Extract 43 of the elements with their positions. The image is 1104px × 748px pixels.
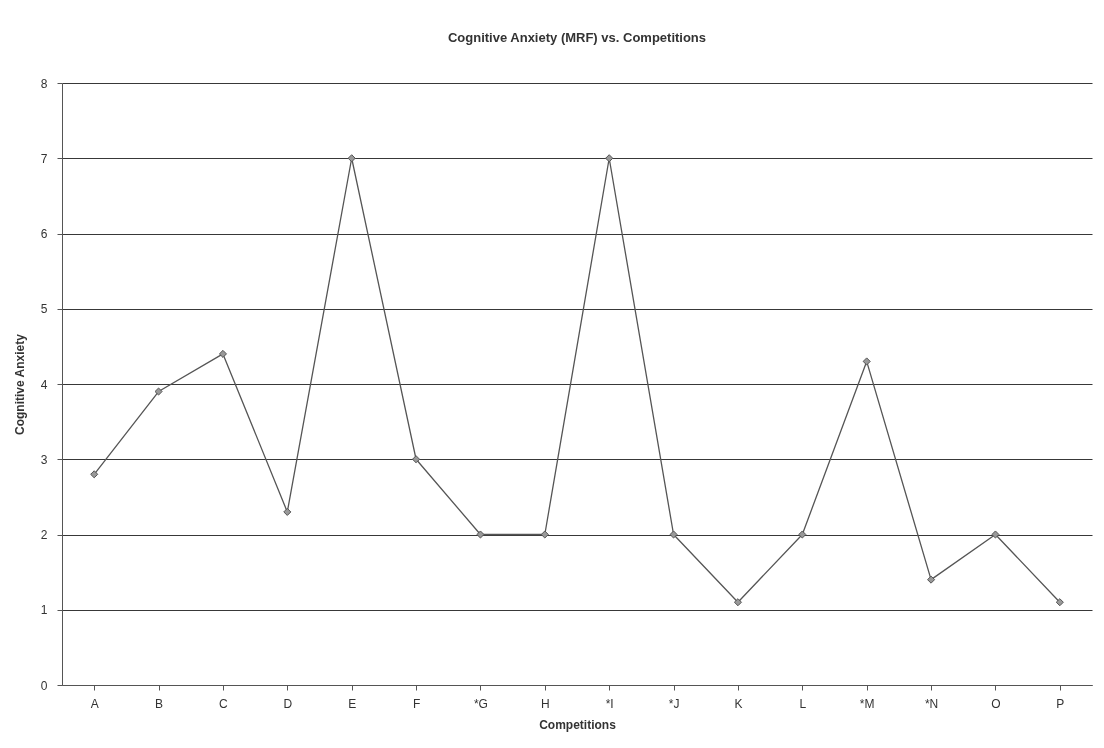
x-tick-label: *J [668, 696, 680, 711]
x-tick-label: O [991, 696, 1001, 711]
x-tick-label: *N [924, 696, 939, 711]
y-tick-label: 7 [40, 151, 48, 166]
point [669, 530, 678, 539]
x-tick-label: *G [473, 696, 488, 711]
y-tick-label: 8 [40, 76, 48, 91]
point [154, 387, 163, 396]
point [90, 470, 99, 479]
chart-title: Cognitive Anxiety (MRF) vs. Competitions [447, 30, 707, 45]
x-tick-label: *I [605, 696, 614, 711]
y-tick-label: 2 [40, 528, 48, 542]
x-tick-label: A [90, 696, 99, 711]
point [733, 598, 742, 607]
x-axis-title: Competitions [539, 717, 617, 732]
point [412, 455, 421, 464]
point [218, 349, 227, 358]
point [283, 507, 292, 516]
point [991, 530, 1000, 539]
x-tick-label: K [734, 696, 743, 711]
y-tick-label: 0 [40, 678, 48, 693]
point [862, 357, 871, 366]
y-tick-label: 3 [40, 452, 48, 467]
x-tick-label: E [348, 696, 357, 711]
x-tick-label: *M [859, 696, 875, 711]
x-tick-label: B [155, 696, 164, 711]
point [347, 154, 356, 163]
x-tick-label: D [283, 696, 293, 711]
y-axis-title: Cognitive Anxiety [12, 333, 27, 435]
y-tick-label: 6 [40, 227, 48, 241]
y-tick-label: 1 [40, 603, 48, 618]
x-tick-label: P [1056, 696, 1065, 711]
y-tick-label: 4 [40, 377, 48, 392]
point [476, 530, 485, 539]
point [1055, 598, 1064, 607]
point [927, 575, 936, 584]
x-tick-label: H [540, 696, 550, 711]
y-tick-label: 5 [40, 302, 48, 317]
point [540, 530, 549, 539]
x-tick-label: F [412, 696, 421, 711]
x-tick-label: L [799, 696, 807, 711]
point [798, 530, 807, 539]
x-tick-label: C [219, 696, 229, 711]
